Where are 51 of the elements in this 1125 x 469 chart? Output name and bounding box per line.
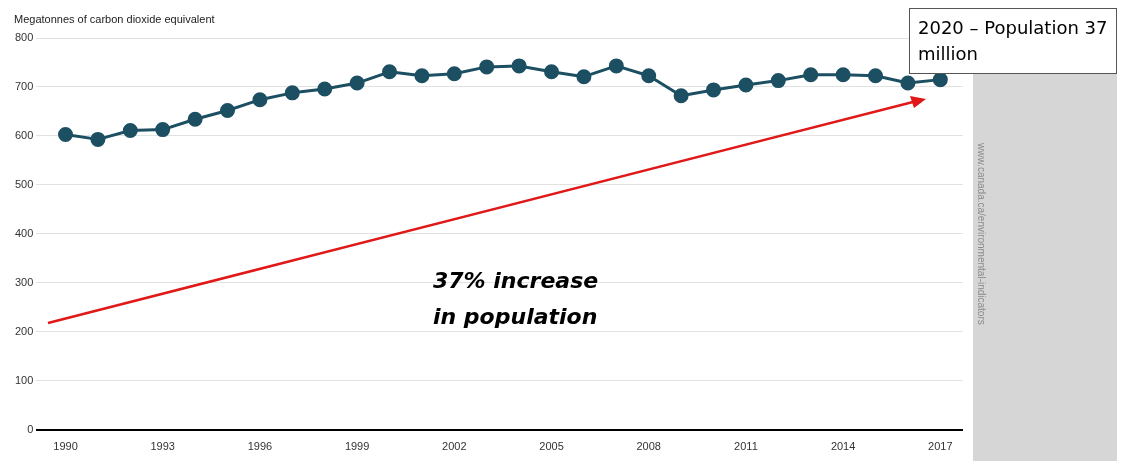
x-tick-label: 2002 <box>442 440 467 453</box>
y-tick-label: 100 <box>14 373 34 386</box>
point <box>382 64 398 80</box>
y-tick-label: 0 <box>27 422 34 435</box>
x-tick-label: 1996 <box>247 440 273 453</box>
point <box>900 75 916 91</box>
point <box>511 58 527 74</box>
x-tick-label: 2005 <box>539 440 564 453</box>
x-tick-label: 2017 <box>928 440 953 453</box>
point <box>641 68 657 84</box>
annotation: 2020 – Population 37 million <box>909 8 1117 74</box>
y-tick-label: 500 <box>14 177 34 190</box>
text: www.canada.ca/environmental-indicators <box>976 143 987 325</box>
point <box>738 77 754 93</box>
point <box>317 81 333 97</box>
x-tick-label: 1993 <box>150 440 175 453</box>
x-tick-label: 1999 <box>344 440 370 453</box>
y-tick-label: 700 <box>14 80 34 93</box>
point <box>58 126 74 142</box>
y-tick-label: 200 <box>14 324 34 337</box>
point <box>187 111 203 127</box>
point <box>608 58 624 74</box>
point <box>932 72 948 88</box>
point <box>349 75 365 91</box>
y-tick-label: 600 <box>14 128 34 141</box>
x-tick-label: 1990 <box>53 440 78 453</box>
point <box>803 67 819 83</box>
point <box>835 67 851 83</box>
point <box>576 69 592 85</box>
point <box>868 68 884 84</box>
point <box>220 102 236 118</box>
x-tick-label: 2014 <box>830 440 856 453</box>
point <box>673 88 689 104</box>
point <box>479 59 495 75</box>
point <box>284 85 300 101</box>
point <box>770 73 786 89</box>
x-tick-label: 2011 <box>734 440 758 453</box>
y-axis-title: Megatonnes of carbon dioxide equivalent <box>14 12 215 25</box>
annotation: 37% increase in population <box>433 267 600 331</box>
point <box>446 66 462 82</box>
y-tick-label: 800 <box>14 31 34 44</box>
x-tick-label: 2008 <box>636 440 661 453</box>
point <box>706 82 722 98</box>
y-tick-label: 300 <box>14 275 34 288</box>
point <box>90 131 106 147</box>
y-tick-label: 400 <box>14 226 34 239</box>
point <box>414 68 430 84</box>
point <box>544 64 560 80</box>
point <box>155 122 171 138</box>
point <box>122 123 138 139</box>
point <box>252 92 268 108</box>
